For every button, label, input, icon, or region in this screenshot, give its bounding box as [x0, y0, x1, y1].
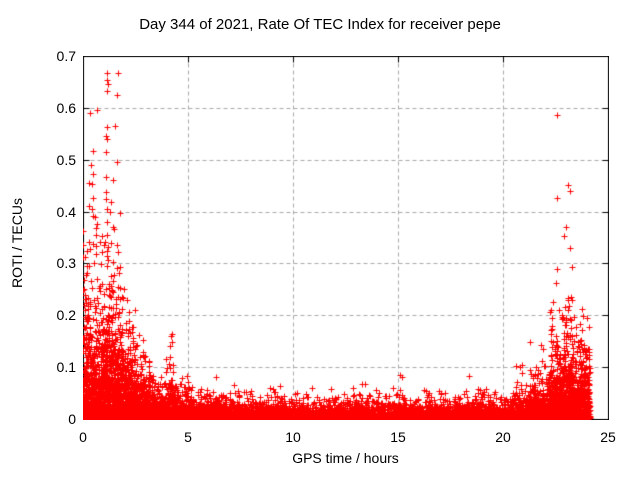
chart-title: Day 344 of 2021, Rate Of TEC Index for r…: [139, 16, 501, 33]
plot-canvas: [83, 56, 609, 420]
x-tick-label: 0: [79, 429, 87, 445]
x-axis-label: GPS time / hours: [292, 450, 399, 466]
y-tick-label: 0.5: [56, 151, 76, 168]
y-tick-label: 0.4: [56, 203, 76, 220]
x-tick-label: 20: [495, 429, 511, 445]
y-tick-label: 0.3: [56, 255, 76, 272]
y-tick-label: 0.1: [56, 359, 76, 376]
y-tick-label: 0.7: [56, 48, 76, 64]
x-tick-label: 25: [600, 429, 616, 445]
y-tick-label: 0.2: [56, 307, 76, 324]
y-tick-label: 0: [68, 411, 76, 427]
x-tick-label: 10: [285, 429, 301, 445]
x-tick-label: 15: [390, 429, 406, 445]
x-tick-label: 5: [184, 429, 192, 445]
y-tick-label: 0.6: [56, 99, 76, 116]
